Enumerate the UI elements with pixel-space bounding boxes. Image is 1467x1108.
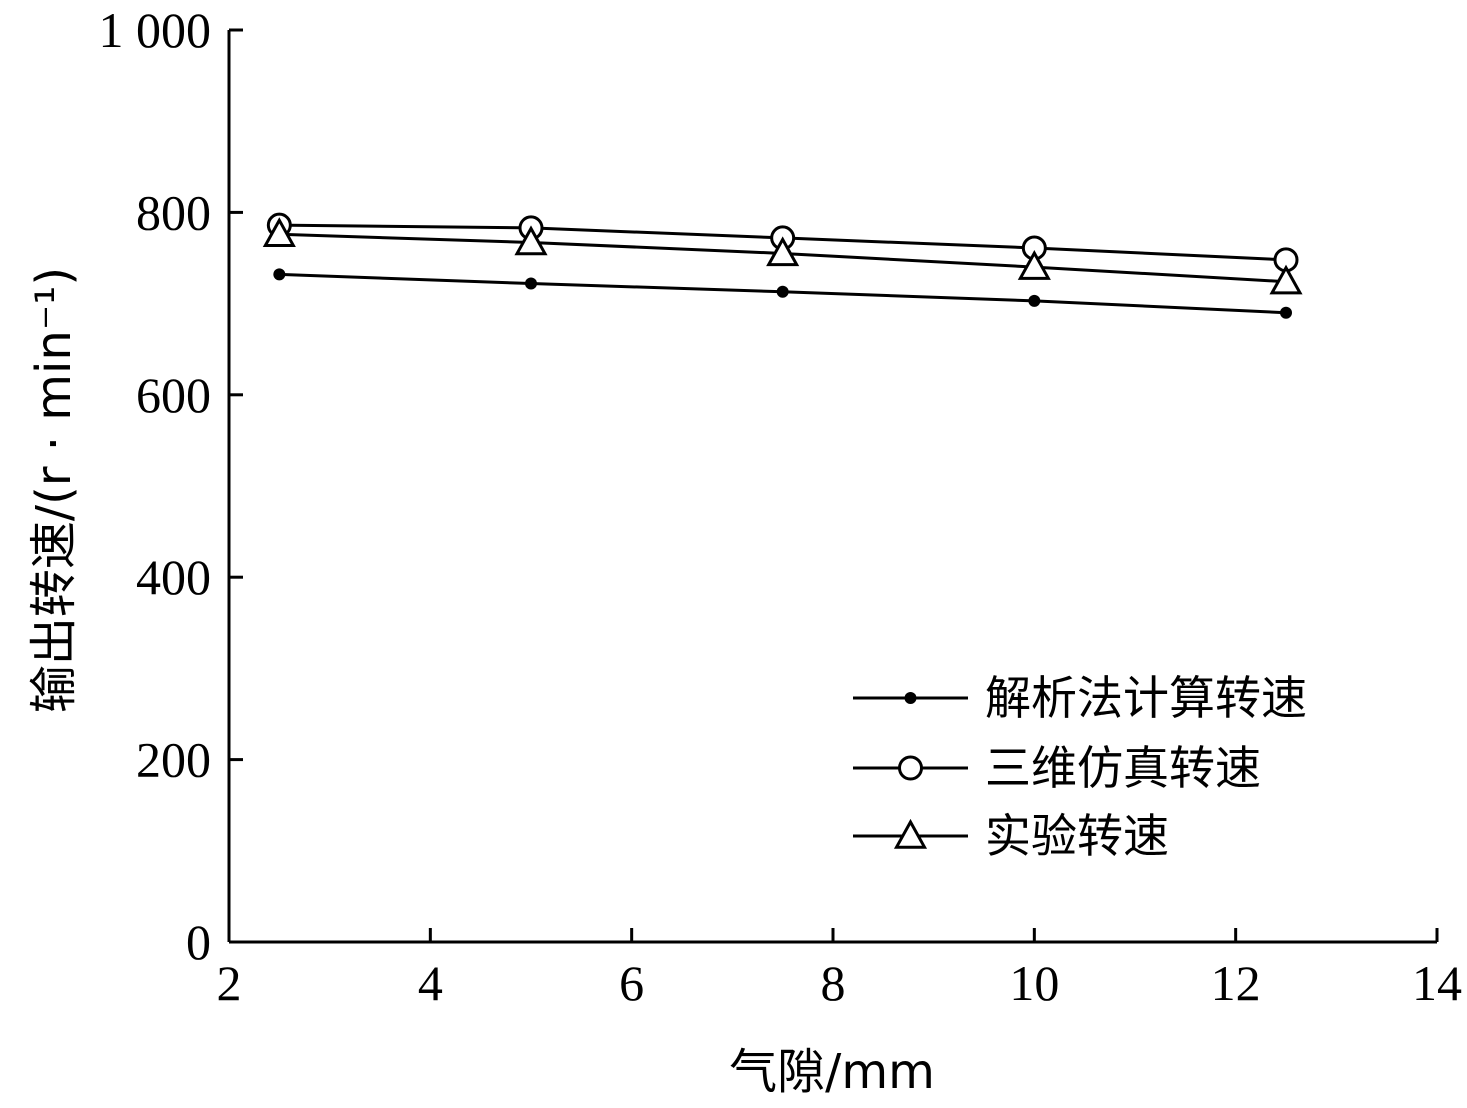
y-tick-label: 400	[136, 549, 211, 605]
y-tick-label: 0	[186, 914, 211, 970]
filled-circle-marker	[904, 692, 917, 704]
x-tick-label: 2	[217, 955, 242, 1011]
x-tick-label: 14	[1412, 955, 1462, 1011]
open-triangle-marker	[262, 217, 296, 247]
filled-circle-marker	[1028, 294, 1041, 307]
x-axis-title: 气隙/mm	[729, 1044, 935, 1100]
x-tick-label: 4	[418, 955, 443, 1011]
x-axis-ticks: 2 4 6 8 10 12 14	[217, 928, 1462, 1011]
x-tick-label: 12	[1211, 955, 1261, 1011]
series-3	[262, 217, 1303, 295]
x-tick-label: 8	[821, 955, 846, 1011]
open-circle-marker	[898, 755, 923, 781]
legend-label: 三维仿真转速	[985, 741, 1261, 795]
legend-label: 解析法计算转速	[985, 671, 1307, 725]
y-tick-label: 1 000	[99, 2, 212, 58]
axes	[227, 30, 1437, 944]
open-triangle-marker	[1269, 264, 1303, 295]
x-tick-label: 10	[1009, 955, 1059, 1011]
legend-item-1: 解析法计算转速	[853, 671, 1307, 725]
y-axis-title: 输出转速/(r · min⁻¹)	[26, 267, 82, 713]
series-layer	[262, 212, 1303, 319]
legend-item-3: 实验转速	[853, 809, 1169, 863]
y-tick-label: 600	[136, 367, 211, 423]
open-triangle-marker	[514, 225, 548, 256]
y-tick-label: 200	[136, 732, 211, 788]
filled-circle-marker	[1280, 306, 1292, 319]
filled-circle-marker	[525, 277, 537, 290]
open-triangle-marker	[1017, 250, 1051, 280]
y-tick-label: 800	[136, 184, 211, 240]
open-triangle-marker	[893, 818, 928, 849]
legend-label: 实验转速	[985, 809, 1169, 863]
series-1	[273, 268, 1292, 319]
open-triangle-marker	[766, 236, 800, 267]
filled-circle-marker	[273, 268, 286, 281]
x-tick-label: 6	[619, 955, 644, 1011]
y-axis-ticks: 0 200 400 600 800 1 000	[99, 2, 243, 970]
legend-item-2: 三维仿真转速	[853, 741, 1261, 795]
filled-circle-marker	[776, 285, 789, 298]
